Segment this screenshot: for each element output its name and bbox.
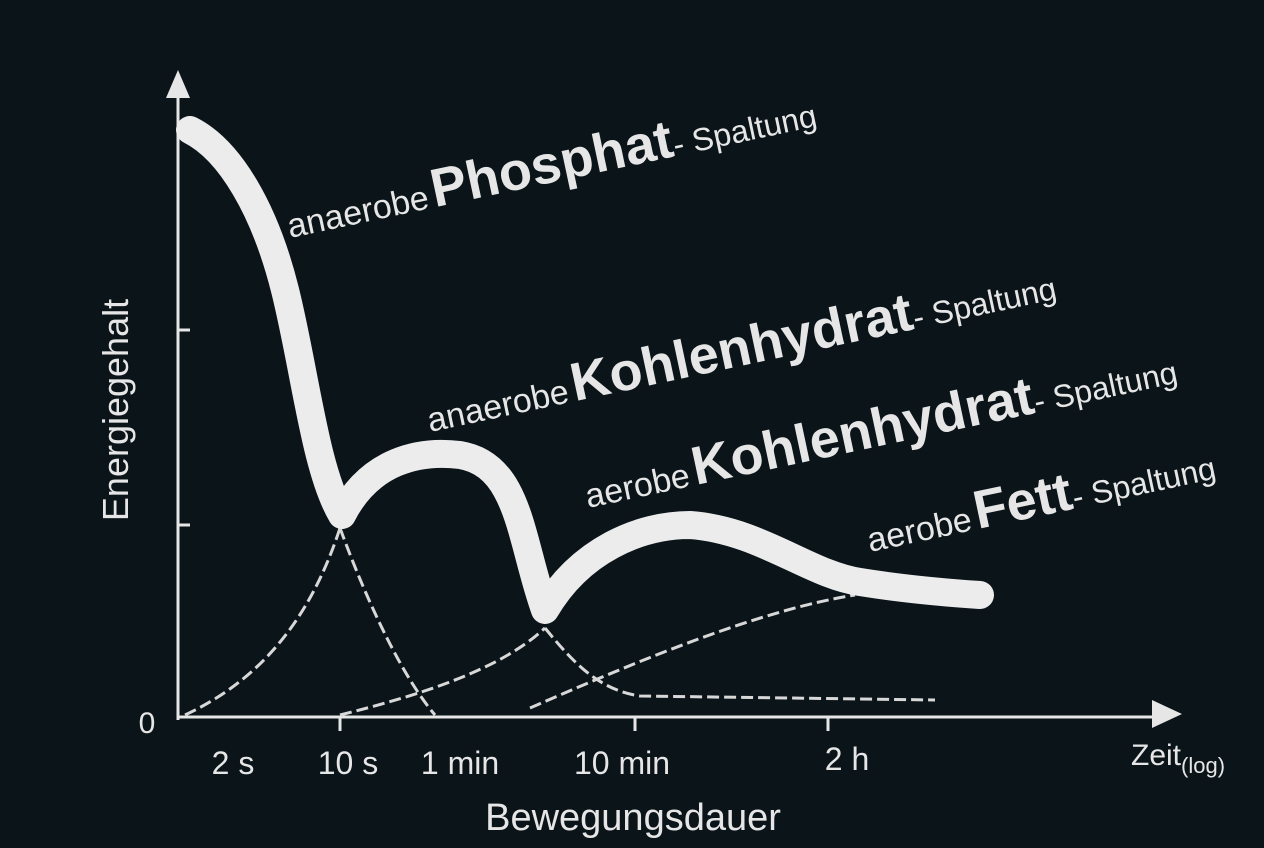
anaerob-kh-curve <box>339 626 547 717</box>
x-tick-label: 2 s <box>212 745 255 781</box>
phosphat-fall <box>338 527 437 716</box>
x-tick-label: 2 h <box>825 741 869 777</box>
x-tick-label: 10 min <box>574 745 670 781</box>
x-arrow <box>1152 700 1182 728</box>
x-label-main: Zeit <box>1131 739 1182 772</box>
x-tick-label: 10 s <box>318 745 378 781</box>
anaerob-kh-tail <box>543 627 936 702</box>
phosphat-rise <box>184 527 342 717</box>
x-tick-label: 1 min <box>421 745 499 781</box>
y-zero: 0 <box>139 707 156 740</box>
x-label-sub: (log) <box>1181 753 1225 778</box>
fett-curve <box>529 593 856 710</box>
y-arrow <box>166 70 190 98</box>
energy-envelope <box>176 116 994 624</box>
x-label: Zeit(log) <box>1131 739 1225 778</box>
x-title: Bewegungsdauer <box>485 797 781 839</box>
y-label: Energiegehalt <box>95 299 136 521</box>
